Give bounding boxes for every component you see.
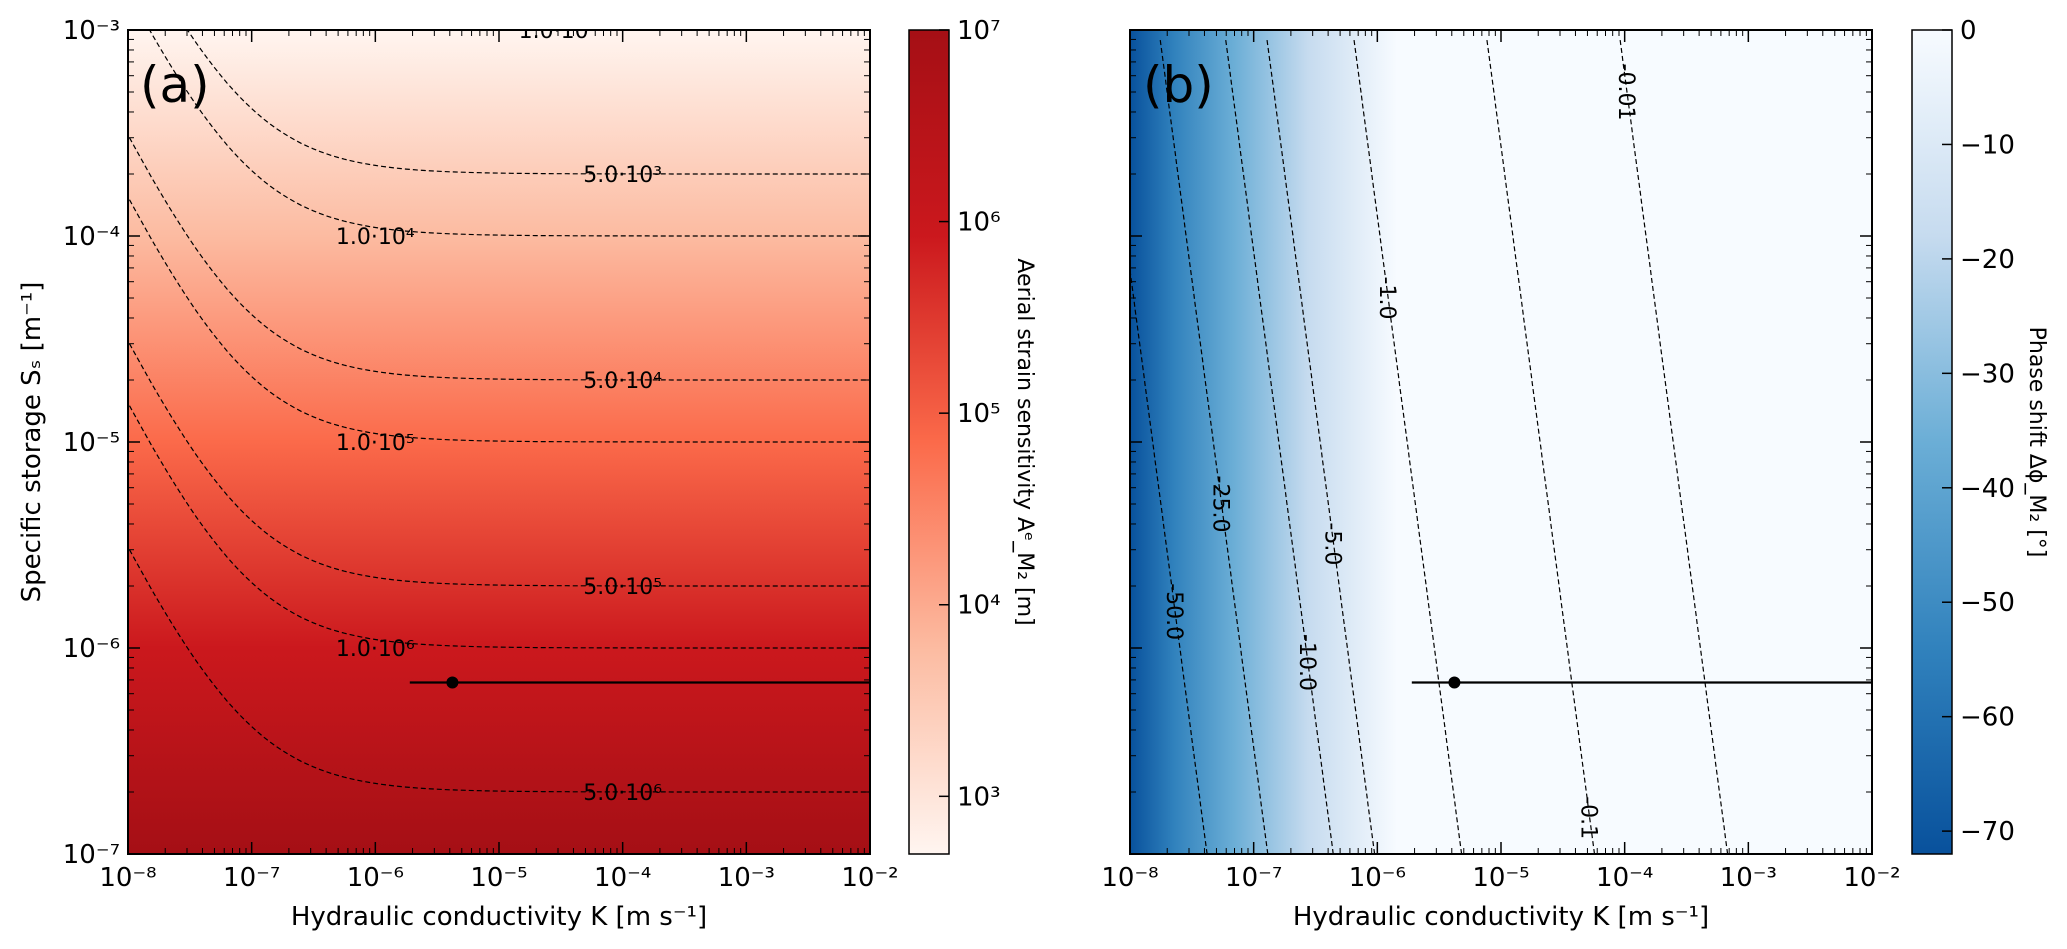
x-tick-label: 10⁻⁷ (223, 863, 280, 893)
x-tick-label: 10⁻⁴ (594, 863, 651, 893)
contour-a-line (128, 339, 870, 587)
contour-b-line (1353, 38, 1463, 854)
panel-b-ticks: 10⁻⁸ 10⁻⁷ 10⁻⁶ 10⁻⁵ 10⁻⁴ 10⁻³ 10⁻² (1101, 29, 1901, 893)
x-tick-label: 10⁻⁸ (1101, 863, 1158, 893)
x-tick-label: 10⁻⁷ (1225, 863, 1282, 893)
contour-a-line (148, 30, 870, 237)
panel-b-xlabel: Hydraulic conductivity K [m s⁻¹] (1293, 902, 1709, 932)
colorbar-a-label: Aerial strain sensitivity Aᵉ_M₂ [m] (1012, 258, 1037, 625)
panel-b-heatmap (1130, 30, 1872, 854)
x-tick-label: 10⁻³ (1720, 863, 1777, 893)
contour-a-label: 5.0·10⁵ (583, 575, 662, 600)
contour-a-label: 1.0·10⁵ (336, 431, 415, 456)
panel-a-heatmap (128, 30, 870, 854)
contour-b-label: -5.0 (1320, 522, 1345, 565)
colorbar-tick-label: 10⁷ (957, 16, 1001, 46)
contour-b-line (1619, 38, 1729, 854)
y-tick-label: 10⁻⁵ (63, 428, 120, 458)
panel-a-estimate (409, 676, 870, 689)
colorbar-tick-label: −50 (1960, 588, 2015, 618)
y-tick-label: 10⁻⁶ (63, 634, 120, 664)
panel-a-xlabel: Hydraulic conductivity K [m s⁻¹] (291, 902, 707, 932)
colorbar-tick-label: 10⁵ (957, 399, 1001, 429)
colorbar-tick-label: −20 (1960, 245, 2015, 275)
contour-a-label: 1.0·10⁴ (336, 225, 415, 250)
colorbar-a-fill (908, 29, 950, 855)
colorbar-tick-label: −30 (1960, 359, 2015, 389)
estimate-point (1448, 676, 1461, 689)
contour-b-line (1159, 38, 1269, 854)
contour-a-line (128, 545, 870, 793)
x-tick-label: 10⁻⁴ (1596, 863, 1653, 893)
colorbar-tick-label: 10⁶ (957, 208, 1001, 238)
contour-a-line (523, 30, 870, 31)
contour-b-label: -50.0 (1161, 583, 1186, 640)
x-tick-label: 10⁻⁵ (470, 863, 527, 893)
contour-b-label: -10.0 (1294, 634, 1319, 691)
contour-a-line (128, 401, 870, 649)
colorbar-b-fill (1911, 29, 1953, 855)
estimate-point (446, 676, 459, 689)
contour-a-label: 5.0·10⁶ (583, 781, 662, 806)
colorbar-tick-label: −70 (1960, 817, 2015, 847)
contour-a-label: 1.0·10³ (519, 19, 598, 44)
contour-b-label: -1.0 (1374, 277, 1399, 320)
colorbar-b-ticks: 0 −10 −20 −30 −40 −50 −60 −70 (1942, 16, 2015, 847)
panel-a-fill (128, 30, 870, 854)
contour-b-label: -0.1 (1576, 796, 1601, 839)
x-tick-label: 10⁻⁵ (1472, 863, 1529, 893)
panel-a-ticks: 10⁻⁸ 10⁻⁷ 10⁻⁶ 10⁻⁵ 10⁻⁴ 10⁻³ 10⁻²10⁻⁷10⁻⁶10⁻⁵… (63, 16, 899, 893)
colorbar-tick-label: −60 (1960, 703, 2015, 733)
x-tick-label: 10⁻⁶ (347, 863, 404, 893)
contour-b-line (1224, 38, 1334, 854)
contour-a-line (128, 133, 870, 381)
panel-a-contours: 1.0·10³ 5.0·10³ 1.0·10⁴ 5.0·10⁴ 1.0·10⁵ 5.0·1… (128, 19, 870, 806)
colorbar-b: 0 −10 −20 −30 −40 −50 −60 −70 Phase shift Δϕ_M₂… (1911, 16, 2049, 855)
y-tick-label: 10⁻⁴ (63, 222, 120, 252)
y-tick-label: 10⁻³ (63, 16, 120, 46)
x-tick-label: 10⁻² (1843, 863, 1900, 893)
colorbar-tick-label: −40 (1960, 474, 2015, 504)
panel-a-ylabel: Specific storage Sₛ [m⁻¹] (17, 282, 47, 603)
x-tick-label: 10⁻⁸ (99, 863, 156, 893)
contour-a-label: 5.0·10³ (583, 163, 662, 188)
panel-b-label: (b) (1143, 56, 1214, 114)
contour-b-label: -0.01 (1613, 64, 1638, 121)
y-tick-label: 10⁻⁷ (63, 840, 120, 870)
panel-a-label: (a) (140, 56, 210, 114)
x-tick-label: 10⁻⁶ (1349, 863, 1406, 893)
x-tick-label: 10⁻³ (718, 863, 775, 893)
colorbar-tick-label: −10 (1960, 130, 2015, 160)
panel-b-fill (1130, 30, 1872, 854)
contour-b-line (1486, 38, 1596, 854)
panel-a: 1.0·10³ 5.0·10³ 1.0·10⁴ 5.0·10⁴ 1.0·10⁵ 5.0·1… (17, 16, 899, 932)
panel-b: -50.0-25.0-10.0-5.0-1.0-0.1-0.01 10⁻⁸ 10⁻… (1101, 29, 1901, 932)
contour-b-line (1266, 38, 1376, 854)
contour-b-label: -25.0 (1208, 476, 1233, 533)
contour-a-label: 5.0·10⁴ (583, 369, 662, 394)
colorbar-tick-label: 10⁴ (957, 591, 1001, 621)
colorbar-tick-label: 10³ (957, 782, 1001, 812)
panel-b-estimate (1411, 676, 1872, 689)
contour-a-label: 1.0·10⁶ (336, 637, 415, 662)
contour-a-line (128, 195, 870, 443)
panel-b-contours: -50.0 -25.0 -10.0 -5.0 -1.0 -0.1 -0.01 (1130, 38, 1729, 854)
colorbar-b-label: Phase shift Δϕ_M₂ [°] (2024, 327, 2049, 558)
colorbar-a-ticks: 10³ 10⁴ 10⁵ 10⁶ 10⁷ (939, 16, 1001, 812)
x-tick-label: 10⁻² (841, 863, 898, 893)
colorbar-a: 10³ 10⁴ 10⁵ 10⁶ 10⁷ Aerial strain sensitivit… (908, 16, 1037, 855)
colorbar-tick-label: 0 (1960, 16, 1977, 46)
contour-a-line (186, 30, 870, 175)
contour-b-line (1130, 265, 1208, 854)
